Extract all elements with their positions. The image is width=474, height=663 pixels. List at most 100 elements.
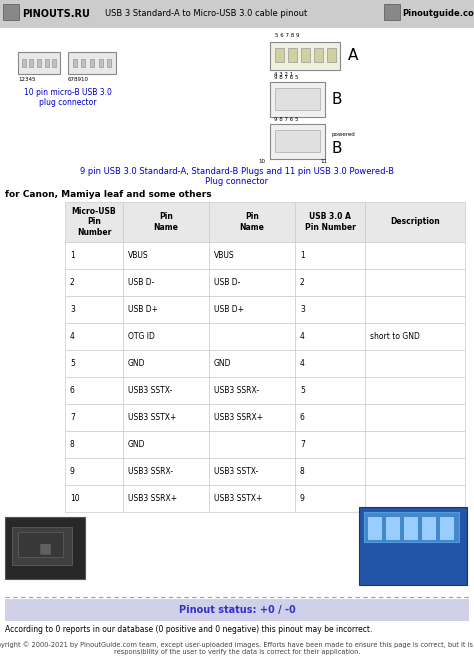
Bar [65, 404, 123, 431]
Bar [0, 0, 474, 28]
Text: USB D+: USB D+ [214, 305, 244, 314]
Text: USB3 SSRX-: USB3 SSRX- [128, 467, 173, 476]
Bar [29, 59, 33, 67]
Bar [422, 517, 435, 539]
Bar [295, 350, 365, 377]
Bar [65, 242, 123, 269]
Bar [365, 404, 465, 431]
Bar [209, 296, 295, 323]
Text: VBUS: VBUS [128, 251, 149, 260]
Bar [368, 517, 381, 539]
Text: 9 8 7 6 5: 9 8 7 6 5 [274, 117, 299, 122]
Bar [209, 404, 295, 431]
Bar [365, 242, 465, 269]
Text: for Canon, Mamiya leaf and some others: for Canon, Mamiya leaf and some others [5, 190, 211, 199]
Text: According to 0 reports in our database (0 positive and 0 negative) this pinout m: According to 0 reports in our database (… [5, 625, 373, 634]
Bar [365, 269, 465, 296]
Bar [123, 323, 209, 350]
Bar [364, 512, 459, 542]
Bar [295, 269, 365, 296]
Text: PINOUTS.RU: PINOUTS.RU [22, 9, 90, 19]
Bar [270, 124, 325, 159]
Bar [107, 59, 111, 67]
Text: USB3 SSRX+: USB3 SSRX+ [128, 494, 177, 503]
Text: 8: 8 [300, 467, 305, 476]
Text: USB3 SSTX+: USB3 SSTX+ [214, 494, 263, 503]
Text: 10 pin micro-B USB 3.0
plug connector: 10 pin micro-B USB 3.0 plug connector [24, 88, 112, 107]
Text: 11: 11 [320, 159, 327, 164]
Text: powered: powered [332, 132, 356, 137]
Bar [209, 431, 295, 458]
Bar [82, 59, 85, 67]
Text: 6: 6 [300, 413, 305, 422]
Bar [65, 485, 123, 512]
Text: Pinout status: +0 / -0: Pinout status: +0 / -0 [179, 605, 295, 615]
Text: Pin
Name: Pin Name [154, 212, 178, 231]
Text: 4 3 2 1: 4 3 2 1 [274, 72, 293, 77]
Text: 5: 5 [70, 359, 75, 368]
Bar [52, 59, 56, 67]
Bar [65, 350, 123, 377]
Bar [365, 323, 465, 350]
Bar [68, 52, 116, 74]
Bar [270, 82, 325, 117]
Bar [386, 517, 399, 539]
Bar [99, 59, 103, 67]
Text: USB3 SSRX-: USB3 SSRX- [214, 386, 259, 395]
Bar [3, 4, 19, 20]
Bar [275, 88, 320, 110]
Text: 10: 10 [258, 159, 265, 164]
Text: GND: GND [128, 440, 146, 449]
Text: USB3 SSTX-: USB3 SSTX- [214, 467, 258, 476]
Bar [209, 350, 295, 377]
Bar [295, 202, 365, 242]
Text: 4: 4 [300, 359, 305, 368]
Text: Pin
Name: Pin Name [239, 212, 264, 231]
Bar [440, 517, 453, 539]
Text: 8: 8 [70, 440, 75, 449]
Text: USB 3 Standard-A to Micro-USB 3.0 cable pinout: USB 3 Standard-A to Micro-USB 3.0 cable … [105, 9, 307, 19]
Bar [295, 323, 365, 350]
Text: 4: 4 [70, 332, 75, 341]
Bar [270, 42, 340, 70]
Text: 678910: 678910 [68, 77, 89, 82]
Text: Copyright © 2000-2021 by PinoutGuide.com team, except user-uploaded images. Effo: Copyright © 2000-2021 by PinoutGuide.com… [0, 641, 474, 654]
Bar [209, 242, 295, 269]
Bar [65, 202, 123, 242]
Bar [209, 377, 295, 404]
Bar [295, 431, 365, 458]
Bar [365, 377, 465, 404]
Bar [275, 48, 284, 62]
Bar [209, 485, 295, 512]
Text: 5 6 7 8 9: 5 6 7 8 9 [275, 33, 300, 38]
Bar [365, 350, 465, 377]
Text: Micro-USB
Pin
Number: Micro-USB Pin Number [72, 207, 116, 237]
Text: short to GND: short to GND [370, 332, 420, 341]
Bar [288, 48, 297, 62]
Text: Pinoutguide.com: Pinoutguide.com [402, 9, 474, 19]
Text: ■: ■ [38, 541, 52, 555]
Text: OTG ID: OTG ID [128, 332, 155, 341]
Bar [5, 517, 85, 579]
Text: 9 pin USB 3.0 Standard-A, Standard-B Plugs and 11 pin USB 3.0 Powered-B
Plug con: 9 pin USB 3.0 Standard-A, Standard-B Plu… [80, 167, 394, 186]
Bar [295, 404, 365, 431]
Text: 4: 4 [300, 332, 305, 341]
Bar [384, 4, 400, 20]
Bar [123, 404, 209, 431]
Text: 9 8 7 6 5: 9 8 7 6 5 [274, 75, 299, 80]
Text: 5: 5 [300, 386, 305, 395]
Text: 3: 3 [300, 305, 305, 314]
Bar [123, 202, 209, 242]
Bar [65, 269, 123, 296]
Text: USB D+: USB D+ [128, 305, 158, 314]
Text: 1: 1 [70, 251, 75, 260]
Text: 2: 2 [300, 278, 305, 287]
Bar [22, 59, 26, 67]
Bar [65, 323, 123, 350]
Bar [295, 296, 365, 323]
Bar [359, 507, 467, 585]
Text: USB D-: USB D- [214, 278, 240, 287]
Bar [123, 377, 209, 404]
Bar [301, 48, 310, 62]
Bar [45, 59, 49, 67]
